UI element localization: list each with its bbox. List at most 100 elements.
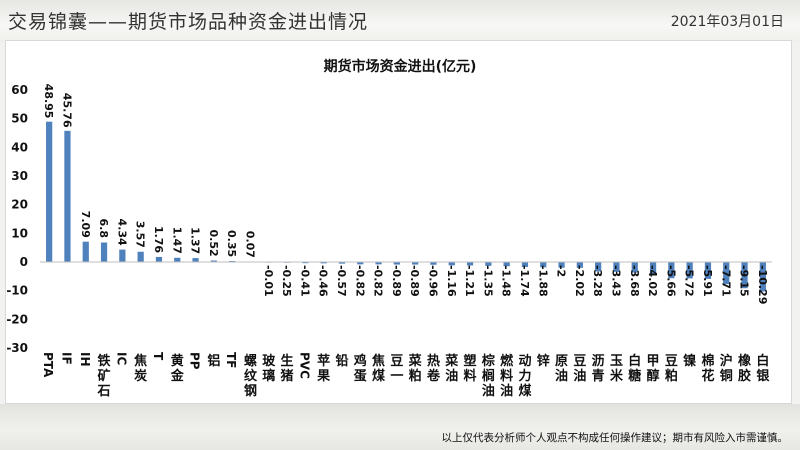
value-label: -1.16 bbox=[445, 265, 458, 297]
category-label: 黄金 bbox=[170, 353, 185, 384]
category-label: 豆粕 bbox=[665, 354, 678, 384]
category-label: 镍 bbox=[683, 353, 696, 369]
y-tick-label: -20 bbox=[6, 312, 28, 326]
category-label: IC bbox=[114, 352, 128, 365]
bar bbox=[466, 262, 474, 266]
category-label: 塑料 bbox=[464, 353, 477, 384]
category-label: T bbox=[151, 352, 165, 361]
bar bbox=[668, 262, 675, 279]
y-tick-label: 20 bbox=[11, 198, 28, 212]
y-tick-label: 50 bbox=[11, 112, 28, 126]
bar bbox=[375, 262, 382, 265]
category-label: 豆油 bbox=[573, 354, 586, 384]
footer-band bbox=[0, 404, 800, 450]
bar bbox=[741, 262, 748, 289]
chart-title: 期货市场资金进出(亿元) bbox=[324, 58, 477, 75]
category-label: 动力煤 bbox=[518, 354, 531, 399]
value-label: -10.29 bbox=[756, 265, 769, 304]
header-band bbox=[0, 0, 800, 42]
category-label: PVC bbox=[297, 352, 311, 379]
bar bbox=[723, 262, 730, 285]
value-label: -5.72 bbox=[683, 265, 696, 297]
category-label: 铁矿石 bbox=[97, 353, 111, 399]
category-label: 白糖 bbox=[628, 353, 641, 384]
value-label: 7.09 bbox=[79, 211, 92, 238]
value-label: 1.76 bbox=[152, 226, 165, 253]
bar bbox=[357, 262, 364, 265]
bar bbox=[686, 262, 693, 279]
category-label: 菜油 bbox=[444, 353, 458, 384]
category-label: 苹果 bbox=[316, 353, 330, 384]
category-label: IH bbox=[78, 352, 92, 367]
y-tick-label: 60 bbox=[11, 83, 28, 97]
bar bbox=[503, 262, 510, 267]
value-label: -0.46 bbox=[317, 265, 330, 297]
bar bbox=[485, 262, 492, 266]
value-label: -0.89 bbox=[408, 265, 421, 297]
value-label: -9.15 bbox=[738, 265, 751, 297]
category-label: 玉米 bbox=[610, 354, 624, 384]
category-label: 燃料油 bbox=[500, 353, 514, 399]
y-tick-label: 40 bbox=[11, 140, 28, 154]
value-label: -0.41 bbox=[298, 265, 311, 297]
value-labels-group: 48.95 45.76 7.09 6.8 4.34 3.57 1.76 1.47 1.37 0.5… bbox=[42, 84, 769, 305]
value-label: -0.82 bbox=[353, 265, 366, 297]
bar bbox=[192, 258, 199, 262]
value-label: 1.47 bbox=[170, 227, 183, 254]
category-label: 锌 bbox=[537, 353, 550, 369]
bar bbox=[302, 262, 309, 264]
category-label: PP bbox=[188, 352, 202, 370]
value-label: 1.37 bbox=[189, 227, 202, 254]
value-label: -1.74 bbox=[518, 265, 531, 297]
y-tick-label: 30 bbox=[11, 169, 28, 183]
value-label: 48.95 bbox=[42, 84, 55, 119]
category-label: 豆一 bbox=[390, 354, 403, 384]
value-label: -3.43 bbox=[609, 265, 622, 297]
bar bbox=[759, 262, 766, 292]
category-label: 菜粕 bbox=[408, 353, 422, 384]
value-label: -1.35 bbox=[481, 265, 494, 297]
category-label: 橡胶 bbox=[738, 353, 752, 384]
bars-group bbox=[46, 121, 766, 292]
category-label: 铅 bbox=[335, 353, 348, 369]
value-label: 0.07 bbox=[243, 231, 256, 258]
value-label: 0.35 bbox=[225, 230, 238, 257]
value-label: 6.8 bbox=[97, 219, 110, 239]
category-label: 铝 bbox=[207, 353, 220, 369]
category-label: 焦炭 bbox=[133, 353, 147, 384]
bar bbox=[430, 262, 437, 265]
disclaimer-text: 以上仅代表分析师个人观点不构成任何操作建议；期市有风险入市需谨慎。 bbox=[441, 432, 789, 444]
value-label: 4.34 bbox=[115, 219, 128, 246]
category-label: TF bbox=[224, 352, 238, 368]
value-label: -0.01 bbox=[262, 265, 275, 297]
value-label: -1.88 bbox=[536, 265, 549, 297]
y-axis: -30 -20 -10 0 10 20 30 40 50 60 bbox=[6, 83, 28, 355]
value-label: 45.76 bbox=[60, 93, 73, 128]
value-label: -5.91 bbox=[701, 265, 714, 297]
category-label: 焦煤 bbox=[371, 353, 385, 384]
bar bbox=[540, 262, 547, 268]
value-label: -0.89 bbox=[390, 265, 403, 297]
value-label: 3.57 bbox=[134, 221, 147, 248]
category-label: 原油 bbox=[555, 354, 568, 384]
bar bbox=[558, 262, 565, 268]
value-label: -7.71 bbox=[719, 265, 732, 297]
bar bbox=[412, 262, 419, 265]
bar bbox=[64, 130, 71, 262]
bar bbox=[448, 262, 455, 266]
bar bbox=[46, 121, 53, 262]
value-label: -3.68 bbox=[628, 265, 641, 297]
y-tick-label: -30 bbox=[6, 341, 28, 355]
value-label: -0.25 bbox=[280, 265, 293, 297]
category-label: 白银 bbox=[756, 353, 770, 384]
bar bbox=[210, 260, 217, 262]
value-label: -3.28 bbox=[591, 265, 604, 297]
bar bbox=[229, 260, 236, 262]
value-label: -0.96 bbox=[426, 265, 439, 297]
value-label: 0.52 bbox=[207, 230, 220, 257]
bar bbox=[613, 262, 620, 272]
value-label: -0.82 bbox=[372, 265, 385, 297]
bar bbox=[100, 242, 108, 262]
